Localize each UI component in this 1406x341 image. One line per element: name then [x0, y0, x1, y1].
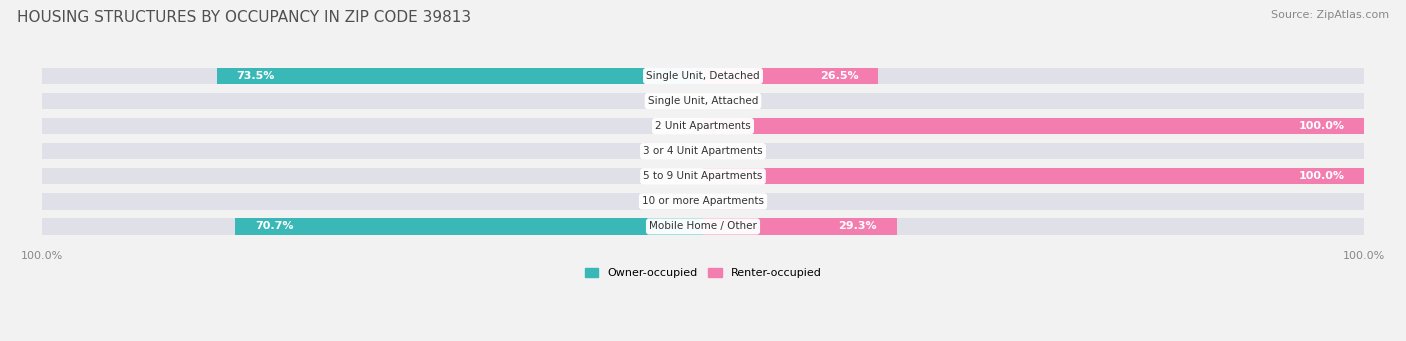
- Text: 0.0%: 0.0%: [714, 196, 742, 206]
- Bar: [703, 218, 897, 235]
- Text: 3 or 4 Unit Apartments: 3 or 4 Unit Apartments: [643, 146, 763, 156]
- Text: 0.0%: 0.0%: [714, 96, 742, 106]
- Text: 100.0%: 100.0%: [1299, 171, 1344, 181]
- Legend: Owner-occupied, Renter-occupied: Owner-occupied, Renter-occupied: [581, 264, 825, 283]
- Text: 100.0%: 100.0%: [1299, 121, 1344, 131]
- Bar: [42, 118, 1364, 134]
- Text: Single Unit, Detached: Single Unit, Detached: [647, 71, 759, 81]
- Bar: [42, 143, 1364, 159]
- Text: Mobile Home / Other: Mobile Home / Other: [650, 221, 756, 232]
- Bar: [42, 68, 1364, 84]
- Bar: [42, 93, 1364, 109]
- Text: 0.0%: 0.0%: [664, 121, 692, 131]
- Text: Single Unit, Attached: Single Unit, Attached: [648, 96, 758, 106]
- Text: 0.0%: 0.0%: [664, 146, 692, 156]
- Text: 29.3%: 29.3%: [838, 221, 877, 232]
- Text: 0.0%: 0.0%: [664, 96, 692, 106]
- Text: 2 Unit Apartments: 2 Unit Apartments: [655, 121, 751, 131]
- Bar: [703, 168, 1364, 184]
- Text: 0.0%: 0.0%: [714, 146, 742, 156]
- Text: 0.0%: 0.0%: [664, 171, 692, 181]
- Text: HOUSING STRUCTURES BY OCCUPANCY IN ZIP CODE 39813: HOUSING STRUCTURES BY OCCUPANCY IN ZIP C…: [17, 10, 471, 25]
- Bar: [703, 68, 879, 84]
- Bar: [42, 168, 1364, 184]
- Text: 73.5%: 73.5%: [236, 71, 276, 81]
- Bar: [42, 218, 1364, 235]
- Bar: [235, 218, 703, 235]
- Text: 26.5%: 26.5%: [820, 71, 859, 81]
- Text: Source: ZipAtlas.com: Source: ZipAtlas.com: [1271, 10, 1389, 20]
- Text: 5 to 9 Unit Apartments: 5 to 9 Unit Apartments: [644, 171, 762, 181]
- Text: 0.0%: 0.0%: [664, 196, 692, 206]
- Bar: [217, 68, 703, 84]
- Bar: [703, 118, 1364, 134]
- Text: 10 or more Apartments: 10 or more Apartments: [643, 196, 763, 206]
- Text: 70.7%: 70.7%: [256, 221, 294, 232]
- Bar: [42, 193, 1364, 209]
